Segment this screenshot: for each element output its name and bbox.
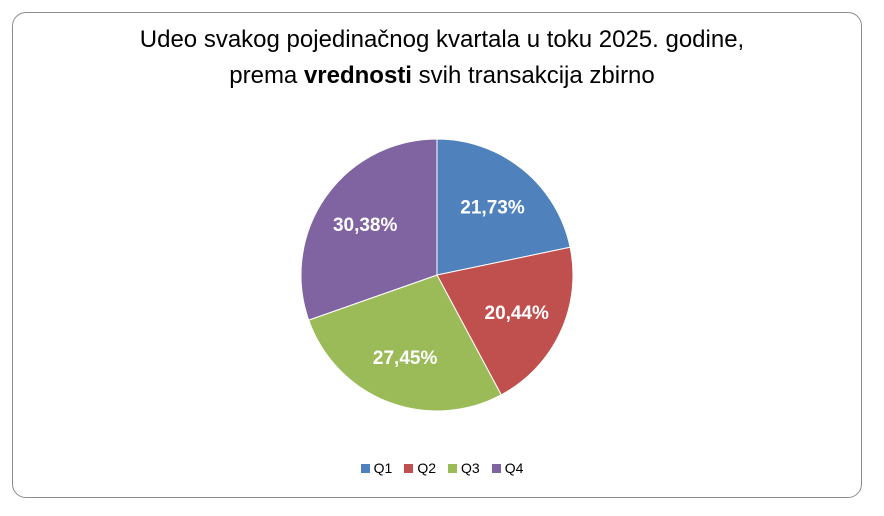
- legend-swatch-q4: [491, 463, 501, 473]
- chart-title: Udeo svakog pojedinačnog kvartala u toku…: [0, 22, 884, 94]
- legend-swatch-q2: [404, 463, 414, 473]
- pie-slices: [300, 138, 574, 412]
- chart-title-line2: prema vrednosti svih transakcija zbirno: [0, 58, 884, 94]
- legend-item-q4: Q4: [491, 460, 524, 476]
- pie-label-q4: 30,38%: [333, 215, 398, 236]
- pie-slice-q1: [436, 138, 571, 276]
- chart-title-line2-bold: vrednosti: [303, 62, 412, 89]
- pie-label-q2: 20,44%: [485, 303, 550, 324]
- legend-label-q4: Q4: [504, 460, 524, 476]
- pie-label-q3: 27,45%: [373, 348, 438, 369]
- chart-title-line2-pre: prema: [229, 62, 304, 89]
- chart-title-line1: Udeo svakog pojedinačnog kvartala u toku…: [139, 26, 745, 53]
- pie-slice-q3: [308, 274, 502, 412]
- pie-slice-q2: [436, 246, 574, 396]
- pie-label-q1: 21,73%: [460, 198, 525, 219]
- pie-labels: 21,73% 20,44% 27,45% 30,38%: [333, 198, 549, 369]
- legend-label-q2: Q2: [417, 460, 436, 476]
- legend-item-q2: Q2: [404, 460, 436, 476]
- legend-label-q1: Q1: [373, 460, 393, 476]
- legend-label-q3: Q3: [461, 460, 480, 476]
- legend-item-q3: Q3: [448, 460, 480, 476]
- legend-swatch-q3: [448, 463, 457, 473]
- legend-swatch-q1: [360, 463, 370, 473]
- pie-slice-q4: [300, 138, 438, 321]
- chart-title-line2-post: svih transakcija zbirno: [411, 62, 655, 89]
- chart-legend: Q1 Q2 Q3 Q4: [0, 460, 884, 476]
- legend-item-q1: Q1: [360, 460, 393, 476]
